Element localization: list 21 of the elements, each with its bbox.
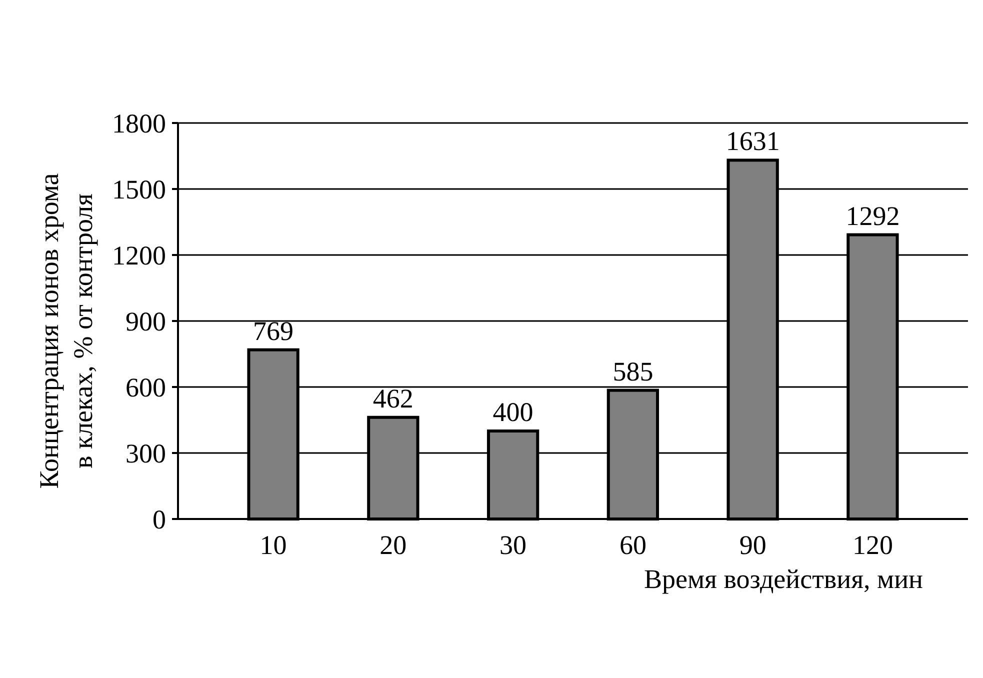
data-label: 400 — [492, 397, 534, 427]
data-label: 1631 — [726, 126, 780, 156]
x-tick-label: 60 — [619, 530, 646, 560]
y-tick-label: 0 — [152, 504, 166, 534]
data-label: 585 — [612, 356, 654, 386]
x-tick-label: 120 — [852, 530, 893, 560]
data-label: 1292 — [846, 200, 900, 231]
x-axis-title: Время воздействия, мин — [644, 564, 923, 594]
y-tick-label: 1200 — [112, 240, 166, 270]
data-label: 769 — [253, 316, 294, 346]
y-tick-label: 300 — [126, 438, 166, 468]
data-label: 462 — [372, 383, 414, 414]
x-tick-label: 10 — [260, 530, 287, 560]
x-tick-label: 90 — [739, 530, 766, 560]
y-tick-label: 1500 — [112, 174, 166, 204]
x-tick-label: 20 — [380, 530, 407, 560]
y-tick-label: 1800 — [112, 108, 166, 138]
y-axis-title: Концентрация ионов хрома в клеках, % от контроля — [34, 173, 98, 489]
x-tick-label: 30 — [500, 530, 527, 560]
y-tick-label: 600 — [126, 372, 166, 402]
y-tick-label: 900 — [126, 306, 166, 336]
